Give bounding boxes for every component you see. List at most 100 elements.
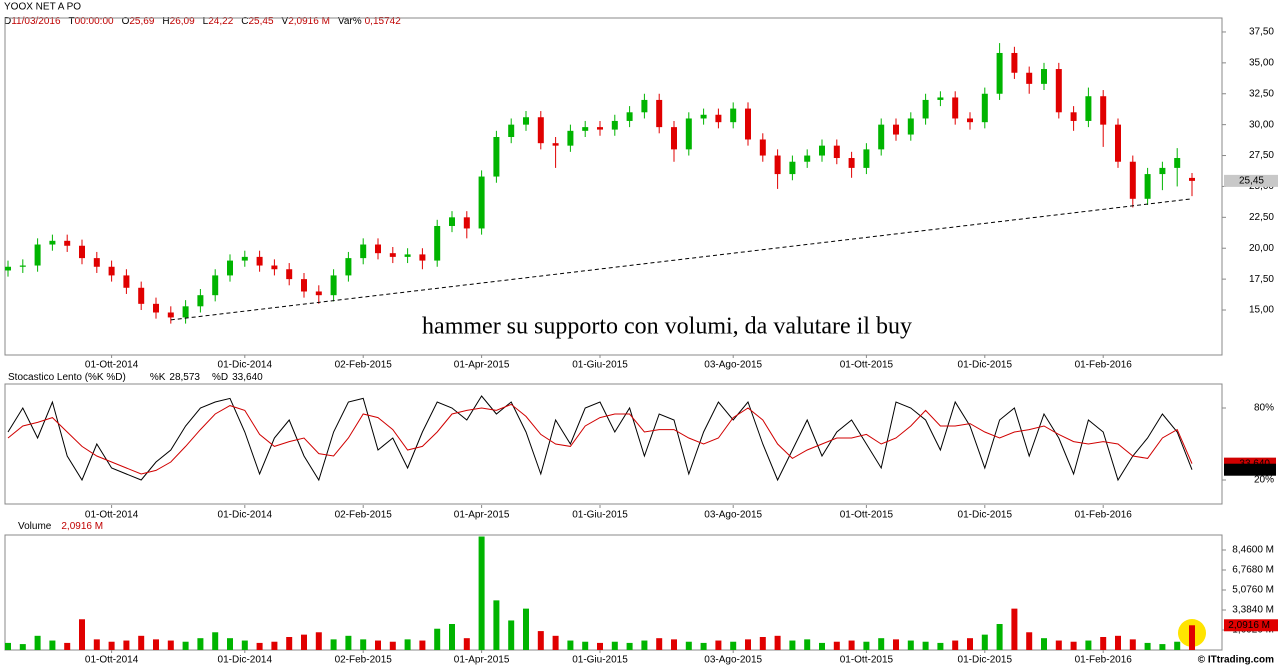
volume-bar bbox=[419, 640, 426, 650]
x-tick-label: 01-Apr-2015 bbox=[454, 360, 510, 371]
info-value: 11/03/2016 bbox=[11, 16, 61, 27]
legend-name: %D bbox=[212, 372, 228, 383]
volume-bar bbox=[49, 640, 56, 650]
x-tick-label: 01-Dic-2014 bbox=[218, 510, 273, 521]
volume-bar bbox=[434, 628, 441, 650]
y-tick-label: 27,50 bbox=[1249, 150, 1274, 161]
volume-bar bbox=[804, 639, 811, 650]
candle-body bbox=[463, 217, 470, 229]
volume-bar bbox=[878, 638, 885, 650]
indicator-title: Stocastico Lento (%K %D) bbox=[8, 372, 126, 383]
volume-bar bbox=[1129, 639, 1136, 650]
trendline bbox=[170, 198, 1193, 321]
candle-body bbox=[79, 245, 85, 259]
info-key: T bbox=[69, 16, 75, 27]
volume-bar bbox=[493, 600, 500, 650]
volume-bar bbox=[523, 608, 529, 650]
volume-bar bbox=[153, 639, 159, 650]
y-tick-label: 80% bbox=[1254, 403, 1274, 414]
x-tick-label: 01-Dic-2015 bbox=[958, 360, 1013, 371]
volume-bar bbox=[1041, 638, 1047, 650]
volume-bar bbox=[375, 640, 381, 650]
x-tick-label: 01-Ott-2014 bbox=[85, 655, 139, 666]
candle-body bbox=[833, 145, 840, 159]
volume-bar bbox=[819, 642, 825, 650]
volume-bar bbox=[981, 634, 988, 650]
candle-body bbox=[656, 99, 663, 128]
volume-bar bbox=[759, 636, 766, 650]
info-key: O bbox=[122, 16, 130, 27]
x-tick-label: 01-Dic-2014 bbox=[218, 655, 273, 666]
candle-body bbox=[715, 114, 722, 123]
x-tick-label: 01-Feb-2016 bbox=[1075, 360, 1133, 371]
volume-bar bbox=[656, 638, 663, 650]
volume-bar bbox=[597, 642, 603, 650]
candle-body bbox=[907, 118, 914, 135]
candle-body bbox=[5, 266, 11, 271]
x-tick-label: 03-Ago-2015 bbox=[704, 360, 762, 371]
x-tick-label: 01-Ott-2015 bbox=[840, 655, 894, 666]
k-last-value-box bbox=[1224, 463, 1276, 476]
y-tick-label: 32,50 bbox=[1249, 88, 1274, 99]
x-tick-label: 02-Feb-2015 bbox=[335, 510, 393, 521]
candle-body bbox=[241, 256, 248, 261]
volume-bar bbox=[1085, 640, 1092, 650]
info-value: 0,15742 bbox=[365, 16, 402, 27]
panel-frame bbox=[4, 534, 1223, 651]
y-tick-label: 20% bbox=[1254, 475, 1274, 486]
legend-name: %K bbox=[150, 372, 166, 383]
volume-last-value-box bbox=[1224, 619, 1278, 632]
volume-bar bbox=[138, 635, 145, 650]
volume-bar bbox=[1144, 642, 1151, 650]
volume-bar bbox=[389, 641, 396, 650]
instrument-title: YOOX NET A PO bbox=[4, 2, 81, 13]
x-tick-label: 01-Giu-2015 bbox=[572, 360, 628, 371]
candle-body bbox=[878, 124, 885, 150]
volume-bar bbox=[360, 639, 367, 650]
candle-body bbox=[537, 117, 544, 144]
volume-bar bbox=[1070, 641, 1077, 650]
volume-bar bbox=[93, 639, 100, 650]
candle-body bbox=[597, 127, 603, 130]
info-key: H bbox=[162, 16, 169, 27]
candle-body bbox=[434, 225, 441, 261]
indicator-line bbox=[7, 395, 1193, 482]
x-tick-label: 01-Feb-2016 bbox=[1075, 510, 1133, 521]
candle-body bbox=[641, 99, 648, 113]
info-key: D bbox=[4, 16, 11, 27]
x-tick-label: 02-Feb-2015 bbox=[335, 655, 393, 666]
x-tick-label: 01-Feb-2016 bbox=[1075, 655, 1133, 666]
candle-body bbox=[212, 275, 219, 296]
volume-bar bbox=[108, 641, 115, 650]
x-tick-label: 03-Ago-2015 bbox=[704, 510, 762, 521]
volume-bar bbox=[271, 641, 278, 650]
legend-value: 33,640 bbox=[232, 372, 263, 383]
candle-body bbox=[523, 117, 529, 125]
candle-body bbox=[685, 118, 692, 150]
info-key: L bbox=[203, 16, 209, 27]
volume-bar bbox=[315, 632, 322, 650]
volume-bar bbox=[715, 640, 722, 650]
candle-body bbox=[1100, 96, 1107, 125]
volume-bar bbox=[952, 640, 959, 650]
candle-body bbox=[49, 240, 56, 245]
volume-bar bbox=[212, 632, 219, 650]
volume-bar bbox=[641, 640, 648, 650]
x-tick-label: 01-Ott-2015 bbox=[840, 360, 894, 371]
volume-bar bbox=[5, 642, 11, 650]
panel-frame bbox=[4, 383, 1223, 505]
candle-body bbox=[153, 303, 159, 313]
legend-value: 28,573 bbox=[169, 372, 200, 383]
candle-body bbox=[759, 139, 766, 156]
volume-legend: Volume 2,0916 M bbox=[18, 521, 103, 532]
candle-body bbox=[730, 108, 737, 123]
candle-body bbox=[996, 52, 1003, 94]
volume-bar bbox=[967, 638, 973, 650]
volume-bar bbox=[508, 620, 515, 650]
watermark: © ITtrading.com bbox=[1198, 655, 1274, 666]
info-key: C bbox=[241, 16, 248, 27]
candle-body bbox=[1085, 96, 1092, 121]
candle-body bbox=[1129, 161, 1136, 199]
